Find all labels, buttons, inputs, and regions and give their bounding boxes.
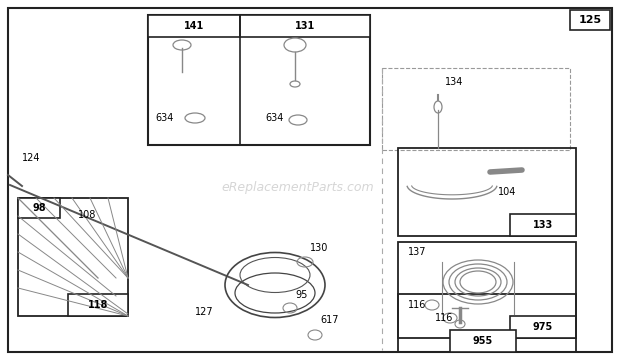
Text: 118: 118 [88, 300, 108, 310]
Bar [398, 148, 576, 236]
Text: 108: 108 [78, 210, 96, 220]
Bar [68, 294, 128, 316]
Text: 634: 634 [265, 113, 283, 123]
Text: 617: 617 [320, 315, 339, 325]
Bar [240, 15, 370, 37]
Text: 975: 975 [533, 322, 553, 332]
Bar [510, 316, 576, 338]
Text: 116: 116 [435, 313, 453, 323]
Bar [18, 198, 128, 316]
Text: 98: 98 [32, 203, 46, 213]
Text: 95: 95 [295, 290, 308, 300]
Bar [148, 15, 240, 37]
Bar [398, 294, 576, 352]
Text: 133: 133 [533, 220, 553, 230]
Text: 125: 125 [578, 15, 601, 25]
Bar [18, 198, 60, 218]
Text: 127: 127 [195, 307, 214, 317]
Text: 124: 124 [22, 153, 40, 163]
Text: 955: 955 [473, 336, 493, 346]
Text: 116: 116 [408, 300, 427, 310]
Bar [382, 68, 570, 150]
Bar [398, 242, 576, 338]
Bar [148, 15, 370, 145]
Text: 131: 131 [295, 21, 315, 31]
Text: 104: 104 [498, 187, 516, 197]
Bar [570, 10, 610, 30]
Text: 141: 141 [184, 21, 204, 31]
Text: 137: 137 [408, 247, 427, 257]
Text: 134: 134 [445, 77, 463, 87]
Text: 634: 634 [155, 113, 174, 123]
Bar [450, 330, 516, 352]
Bar [510, 214, 576, 236]
Text: 130: 130 [310, 243, 329, 253]
Text: eReplacementParts.com: eReplacementParts.com [221, 181, 374, 194]
